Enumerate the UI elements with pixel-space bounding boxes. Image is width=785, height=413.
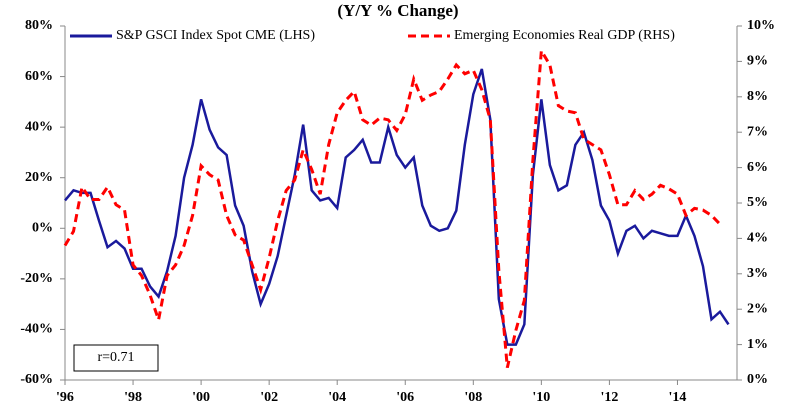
y-tick-label: 80% [25, 18, 53, 33]
y2-tick-label: 10% [747, 18, 775, 33]
y-tick-label: -40% [20, 322, 53, 337]
y-tick-label: -20% [20, 271, 53, 286]
x-tick-label: '02 [260, 390, 278, 405]
y-tick-label: 0% [32, 221, 53, 236]
x-tick-label: '06 [396, 390, 414, 405]
y2-tick-label: 2% [747, 301, 768, 316]
y2-tick-label: 4% [747, 231, 768, 246]
y-tick-label: -60% [20, 372, 53, 387]
x-tick-label: '10 [532, 390, 550, 405]
y2-tick-label: 6% [747, 160, 768, 175]
chart-subtitle: (Y/Y % Change) [337, 1, 458, 20]
x-tick-label: '98 [124, 390, 142, 405]
x-tick-label: '12 [600, 390, 618, 405]
y2-tick-label: 7% [747, 124, 768, 139]
y-tick-label: 20% [25, 170, 53, 185]
x-tick-label: '04 [328, 390, 346, 405]
x-tick-label: '96 [56, 390, 74, 405]
y-tick-label: 60% [25, 69, 53, 84]
y2-tick-label: 3% [747, 266, 768, 281]
y2-tick-label: 1% [747, 337, 768, 352]
annotation-box [73, 344, 159, 372]
x-tick-label: '00 [192, 390, 210, 405]
y-tick-label: 40% [25, 119, 53, 134]
x-tick-label: '08 [464, 390, 482, 405]
y2-tick-label: 9% [747, 54, 768, 69]
y2-tick-label: 5% [747, 195, 768, 210]
x-tick-label: '14 [669, 390, 687, 405]
annotation: r=0.71 [97, 350, 134, 365]
y2-tick-label: 0% [747, 372, 768, 387]
legend-label: S&P GSCI Index Spot CME (LHS) [116, 28, 315, 43]
y2-tick-label: 8% [747, 89, 768, 104]
series-line [63, 45, 722, 368]
series-line [64, 68, 730, 346]
legend-label: Emerging Economies Real GDP (RHS) [454, 28, 675, 43]
